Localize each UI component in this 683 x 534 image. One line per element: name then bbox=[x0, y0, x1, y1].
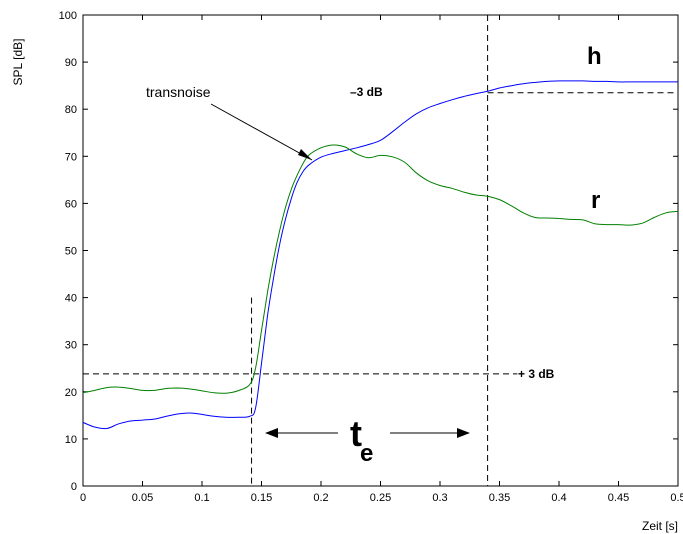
transnoise-arrow-line bbox=[210, 103, 313, 161]
y-tick-label: 20 bbox=[65, 387, 77, 399]
y-tick-label: 80 bbox=[65, 104, 77, 116]
y-tick-label: 60 bbox=[65, 198, 77, 210]
h-series-label: h bbox=[587, 43, 602, 70]
x-tick-label: 0.05 bbox=[132, 492, 153, 504]
te-right-arrow-head bbox=[457, 428, 470, 438]
plot-area bbox=[82, 14, 679, 487]
y-tick-label: 10 bbox=[65, 434, 77, 446]
series-lines bbox=[82, 80, 679, 430]
te-label-main: t bbox=[350, 413, 362, 454]
y-tick-label: 0 bbox=[71, 481, 77, 493]
x-tick-label: 0.3 bbox=[432, 492, 447, 504]
x-tick-label: 0.2 bbox=[313, 492, 328, 504]
y-axis-label: SPL [dB] bbox=[11, 39, 25, 86]
y-tick-label: 50 bbox=[65, 246, 77, 258]
te-left-arrow-head bbox=[265, 428, 278, 438]
x-tick-label: 0.4 bbox=[551, 492, 566, 504]
y-tick-label: 30 bbox=[65, 340, 77, 352]
transnoise-annotation: transnoise bbox=[146, 84, 211, 100]
y-tick-label: 90 bbox=[65, 57, 77, 69]
reference-lines bbox=[83, 15, 678, 486]
x-tick-label: 0.25 bbox=[370, 492, 391, 504]
series-line-h bbox=[82, 80, 678, 430]
minus-3db-label: –3 dB bbox=[350, 85, 383, 99]
r-series-label: r bbox=[591, 187, 600, 214]
series-line-r bbox=[82, 144, 679, 394]
x-tick-label: 0.45 bbox=[608, 492, 629, 504]
te-label-subscript: e bbox=[360, 440, 373, 467]
axis-ticks: 0 0.05 0.1 0.15 0.2 0.25 0.3 0.35 0.4 0.45 0.5 0 10 2… bbox=[59, 10, 683, 504]
x-tick-label: 0.1 bbox=[194, 492, 209, 504]
x-axis-label: Zeit [s] bbox=[642, 519, 678, 533]
x-tick-label: 0.5 bbox=[670, 492, 683, 504]
y-tick-label: 100 bbox=[59, 10, 77, 22]
plus-3db-label: + 3 dB bbox=[518, 367, 555, 381]
y-tick-label: 40 bbox=[65, 293, 77, 305]
x-tick-label: 0.35 bbox=[489, 492, 510, 504]
transnoise-arrow-head bbox=[298, 149, 312, 160]
x-tick-label: 0.15 bbox=[251, 492, 272, 504]
x-tick-label: 0 bbox=[80, 492, 86, 504]
y-tick-label: 70 bbox=[65, 151, 77, 163]
